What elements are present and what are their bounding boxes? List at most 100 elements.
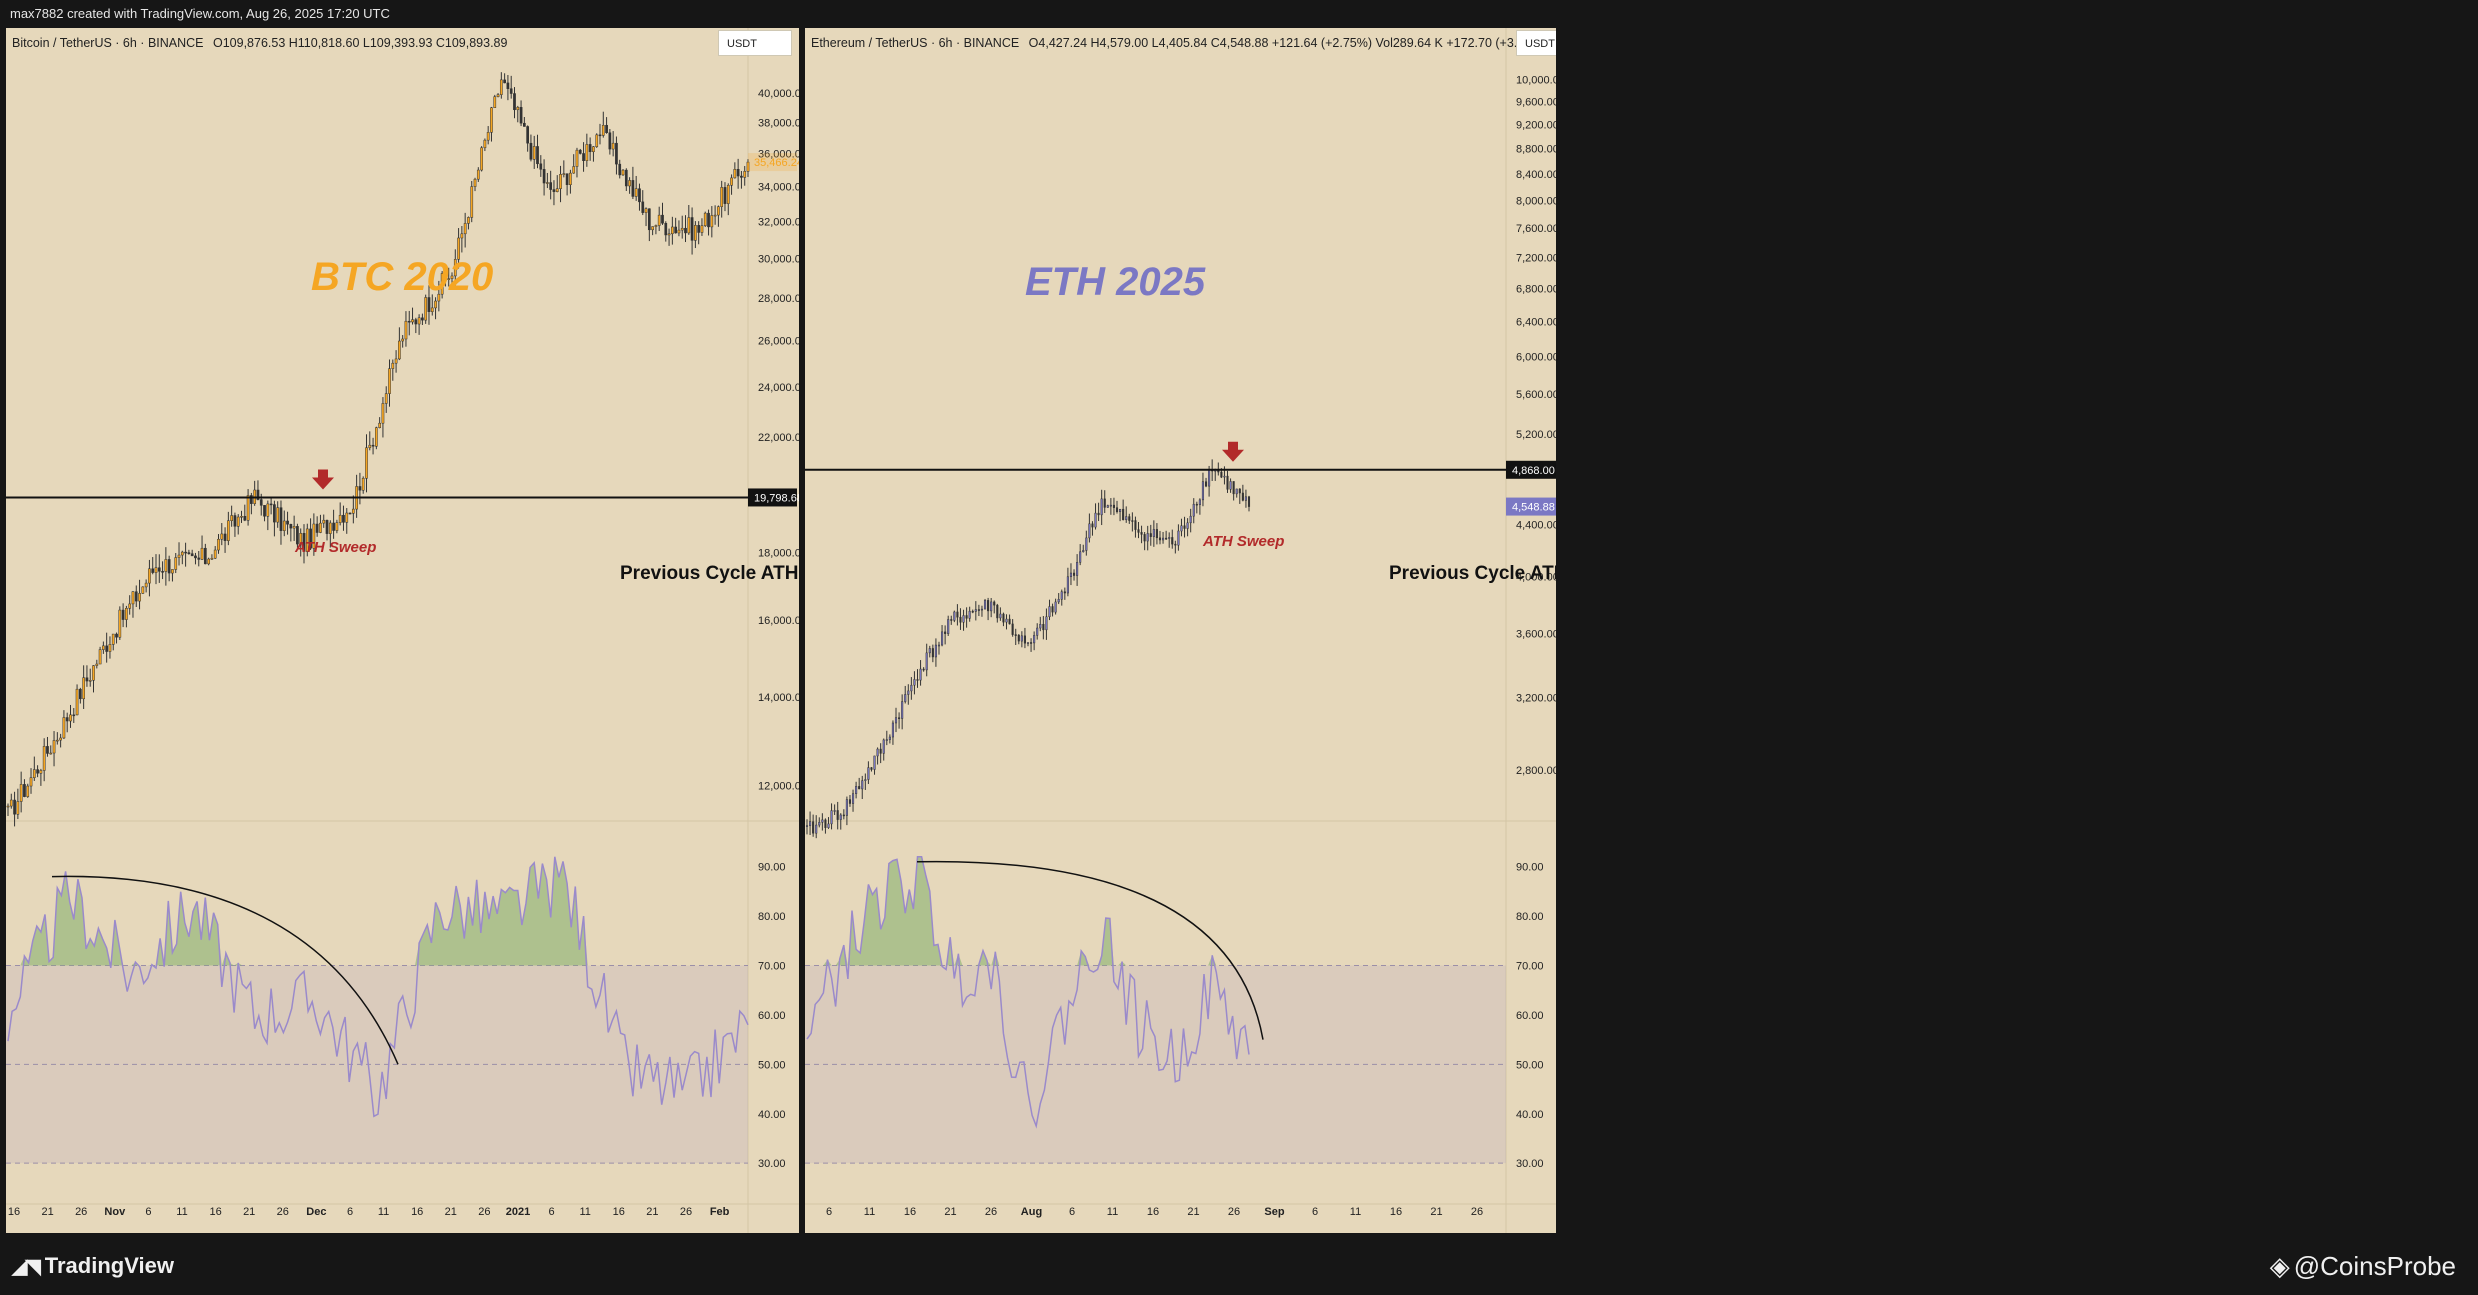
btc-ath-value: 19,798.68	[754, 492, 799, 504]
eth-candle	[867, 767, 870, 780]
btc-candle	[315, 523, 319, 533]
eth-candle	[962, 615, 965, 623]
btc-candle	[276, 507, 280, 523]
btc-candle	[424, 297, 428, 321]
btc-candle	[733, 169, 737, 179]
eth-candle	[1017, 634, 1020, 642]
btc-candle	[473, 178, 477, 187]
btc-time-tick: 26	[277, 1206, 289, 1218]
eth-candle	[953, 611, 956, 621]
coinsprobe-text: @CoinsProbe	[2293, 1251, 2456, 1281]
eth-candle	[987, 600, 990, 612]
eth-candle	[855, 786, 858, 794]
eth-candle	[1045, 616, 1048, 631]
eth-candle	[956, 611, 959, 618]
btc-candle	[483, 139, 487, 149]
btc-candle	[118, 609, 122, 638]
btc-time-tick: 21	[41, 1206, 53, 1218]
btc-candle	[289, 523, 293, 529]
eth-rsi-tick: 50.00	[1516, 1059, 1544, 1071]
tradingview-logo[interactable]: ◢◥ TradingView	[12, 1253, 174, 1279]
eth-ohlc: O4,427.24 H4,579.00 L4,405.84 C4,548.88 …	[1028, 36, 1547, 50]
btc-candle	[562, 173, 566, 175]
coinsprobe-watermark: ◈ @CoinsProbe	[2270, 1251, 2456, 1282]
btc-candle	[398, 340, 401, 360]
btc-candle	[440, 273, 444, 295]
btc-time-tick: 11	[176, 1206, 187, 1218]
btc-candle	[654, 225, 658, 227]
btc-candle	[72, 714, 76, 717]
btc-time-tick: 2021	[506, 1206, 530, 1218]
btc-chart-panel[interactable]: 40,000.00 38,000.00 36,000.00 34,000.00 32,0…	[6, 28, 799, 1233]
btc-candle	[503, 79, 506, 84]
eth-chart-canvas[interactable]: 10,000.00 9,600.00 9,200.00 8,800.00 8,400.0…	[805, 28, 1556, 1233]
btc-price-tick: 26,000.00	[758, 336, 799, 348]
eth-candle	[809, 821, 812, 826]
btc-candle	[723, 187, 727, 204]
btc-candle	[263, 505, 266, 517]
btc-candle	[82, 677, 85, 700]
eth-rsi-divergence-line	[916, 860, 1264, 1040]
btc-ath-tag	[748, 488, 797, 507]
eth-unit-button[interactable]: USDT	[1516, 30, 1556, 56]
btc-candle	[194, 555, 197, 559]
btc-symbol: Bitcoin / TetherUS · 6h · BINANCE	[12, 36, 204, 50]
eth-price-tick: 8,800.00	[1516, 144, 1556, 156]
eth-candle	[836, 810, 839, 820]
btc-candle	[582, 153, 585, 161]
eth-candle	[1051, 606, 1054, 613]
btc-candle	[523, 122, 526, 127]
btc-candle	[713, 214, 717, 217]
eth-title: ETH 2025	[1025, 260, 1206, 304]
btc-candle	[549, 182, 553, 190]
btc-candle	[358, 486, 362, 491]
btc-candle	[615, 142, 618, 165]
btc-candle	[401, 338, 405, 342]
btc-candle	[36, 769, 39, 774]
eth-candle	[1042, 624, 1045, 631]
eth-candle	[1008, 618, 1011, 625]
eth-rsi-tick: 90.00	[1516, 862, 1544, 874]
eth-candle	[1146, 533, 1149, 542]
btc-time-tick: Feb	[710, 1206, 730, 1218]
btc-candle	[42, 746, 46, 771]
btc-title: BTC 2020	[311, 255, 494, 299]
btc-candle	[726, 185, 730, 204]
btc-candle	[710, 215, 714, 228]
eth-candle	[937, 644, 941, 647]
btc-candle	[309, 528, 312, 549]
btc-candle	[684, 227, 687, 234]
eth-candle	[891, 722, 894, 738]
eth-candle	[901, 701, 904, 719]
eth-candle	[1100, 498, 1103, 516]
eth-candle	[1143, 534, 1146, 542]
eth-chart-panel[interactable]: 10,000.00 9,600.00 9,200.00 8,800.00 8,400.0…	[805, 28, 1556, 1233]
btc-candle	[115, 633, 118, 638]
btc-candle	[322, 519, 326, 524]
btc-candle	[92, 665, 95, 681]
eth-price-tick: 8,400.00	[1516, 169, 1556, 181]
btc-candle	[743, 171, 747, 178]
btc-candle	[569, 172, 572, 185]
eth-candle	[910, 684, 913, 692]
btc-candle	[79, 688, 82, 700]
btc-candle	[552, 189, 556, 192]
btc-candle	[151, 568, 155, 573]
btc-candle	[325, 519, 329, 534]
eth-candle	[1115, 507, 1119, 512]
btc-chart-canvas[interactable]: 40,000.00 38,000.00 36,000.00 34,000.00 32,0…	[6, 28, 799, 1233]
eth-candle	[805, 825, 809, 827]
eth-candle	[1054, 601, 1057, 613]
eth-candle	[1030, 642, 1033, 644]
btc-candle	[467, 217, 470, 224]
eth-price-tick: 9,600.00	[1516, 96, 1556, 108]
btc-time-tick: 16	[209, 1206, 221, 1218]
btc-candle	[105, 645, 109, 652]
btc-price-tick: 32,000.00	[758, 216, 799, 228]
btc-candle	[23, 784, 26, 797]
btc-time-tick: 11	[378, 1206, 389, 1218]
btc-unit-button[interactable]: USDT	[718, 30, 792, 56]
eth-candle	[1060, 591, 1063, 600]
eth-rsi-tick: 60.00	[1516, 1010, 1544, 1022]
btc-candle	[282, 520, 286, 531]
